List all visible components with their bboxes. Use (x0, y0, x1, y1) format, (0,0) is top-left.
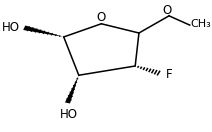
Text: O: O (163, 4, 172, 17)
Text: HO: HO (60, 108, 78, 121)
Text: HO: HO (1, 21, 20, 34)
Polygon shape (65, 75, 79, 103)
Polygon shape (23, 25, 64, 37)
Text: F: F (166, 68, 173, 81)
Text: O: O (97, 11, 106, 24)
Text: CH₃: CH₃ (191, 19, 211, 29)
